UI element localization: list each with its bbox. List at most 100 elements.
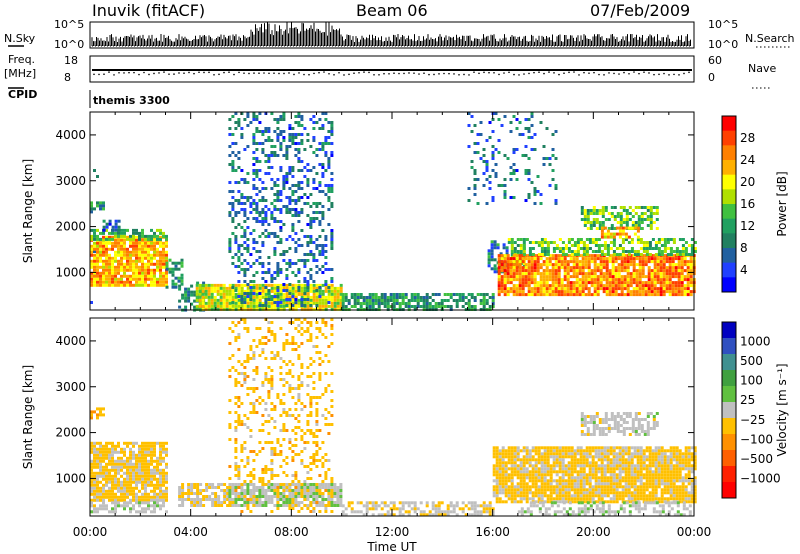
colorbar-tick-label: 1000 bbox=[740, 335, 771, 349]
y-tick-label: 2000 bbox=[55, 426, 86, 440]
date-title: 07/Feb/2009 bbox=[590, 1, 690, 20]
colorbar-tick-label: −500 bbox=[740, 452, 773, 466]
time-tick-label: 00:00 bbox=[677, 525, 712, 539]
nave-dot bbox=[278, 72, 280, 75]
nave-dot bbox=[288, 72, 290, 74]
colorbar-swatch bbox=[722, 130, 736, 146]
station-title: Inuvik (fitACF) bbox=[92, 1, 205, 20]
y-axis-label: Slant Range [km] bbox=[21, 365, 35, 469]
data-region bbox=[90, 441, 168, 502]
nave-dot bbox=[263, 72, 265, 74]
freq-panel bbox=[89, 55, 695, 83]
time-tick-label: 00:00 bbox=[73, 525, 108, 539]
nave-dot bbox=[553, 72, 555, 74]
nave-dot bbox=[398, 72, 400, 75]
data-region bbox=[228, 112, 334, 307]
freq-label: Freq. bbox=[8, 53, 35, 66]
power-panel: 1000 2000 3000 4000 Slant Range [km] bbox=[21, 111, 697, 312]
data-region bbox=[90, 228, 168, 241]
nave-dot bbox=[468, 74, 470, 76]
nave-dot bbox=[323, 71, 325, 73]
colorbar-swatch bbox=[722, 450, 736, 467]
colorbar-swatch bbox=[722, 338, 736, 355]
beam-title: Beam 06 bbox=[356, 1, 428, 20]
nave-dot bbox=[618, 73, 620, 75]
nave-dot bbox=[508, 71, 510, 74]
nave-dot bbox=[443, 72, 445, 75]
nave-dot bbox=[648, 72, 650, 74]
colorbar-tick-label: 28 bbox=[740, 131, 755, 145]
nave-dot bbox=[193, 72, 195, 75]
nave-dot bbox=[483, 71, 485, 74]
nave-dot bbox=[188, 71, 190, 74]
nave-dot bbox=[128, 71, 130, 74]
nave-dot bbox=[368, 71, 370, 74]
colorbar-swatch bbox=[722, 204, 736, 220]
power-colorbar: 28 24 20 16 12 8 4 Power [dB] bbox=[721, 115, 789, 293]
nave-dot bbox=[138, 73, 140, 76]
nsky-panel bbox=[89, 21, 695, 49]
nave-dot bbox=[98, 73, 100, 76]
data-region bbox=[102, 219, 121, 232]
colorbar-label: Power [dB] bbox=[775, 171, 789, 236]
cpid-label: CPID bbox=[8, 88, 37, 101]
nave-dot bbox=[433, 73, 435, 76]
colorbar-swatch bbox=[722, 145, 736, 161]
nave-dot bbox=[183, 72, 185, 74]
nave-dot bbox=[348, 73, 350, 76]
nave-dot bbox=[603, 74, 605, 76]
nave-dot bbox=[608, 72, 610, 74]
nave-dot bbox=[673, 73, 675, 76]
nave-dot bbox=[218, 73, 220, 76]
nave-dot bbox=[538, 71, 540, 74]
y-tick-label: 2000 bbox=[55, 220, 86, 234]
data-region bbox=[580, 206, 659, 230]
nave-dot bbox=[208, 71, 210, 74]
nave-dot bbox=[653, 73, 655, 76]
nave-dot bbox=[408, 72, 410, 74]
data-region bbox=[487, 240, 509, 274]
nave-dot bbox=[343, 74, 345, 76]
nave-dot bbox=[498, 73, 500, 76]
colorbar-frame bbox=[721, 115, 737, 293]
nave-dot bbox=[383, 72, 385, 75]
colorbar-frame bbox=[721, 321, 737, 499]
colorbar-tick-label: 100 bbox=[740, 374, 763, 388]
data-region bbox=[90, 201, 105, 214]
nave-dot bbox=[523, 73, 525, 75]
nsearch-label: N.Search bbox=[745, 32, 795, 45]
colorbar-swatch bbox=[722, 233, 736, 249]
nave-dot bbox=[173, 73, 175, 75]
nave-dot bbox=[668, 74, 670, 76]
colorbar-swatch bbox=[722, 322, 736, 339]
y-tick-label: 4000 bbox=[55, 128, 86, 142]
y-tick-label: 1000 bbox=[55, 265, 86, 279]
nave-dot bbox=[623, 71, 625, 74]
nave-dot bbox=[663, 72, 665, 75]
nave-dot bbox=[238, 71, 240, 74]
nave-dot bbox=[478, 72, 480, 75]
data-region bbox=[580, 412, 659, 436]
colorbar-tick-label: 24 bbox=[740, 153, 755, 167]
colorbar-swatch bbox=[722, 160, 736, 176]
nave-tick-low: 0 bbox=[708, 71, 715, 84]
nave-dot bbox=[228, 71, 230, 74]
cpid-text: themis 3300 bbox=[93, 94, 170, 107]
nave-dot bbox=[578, 74, 580, 76]
colorbar-tick-label: 500 bbox=[740, 354, 763, 368]
colorbar-tick-label: 16 bbox=[740, 197, 755, 211]
nave-dot bbox=[293, 73, 295, 76]
colorbar-swatch bbox=[722, 277, 736, 293]
nave-dot bbox=[423, 72, 425, 75]
nave-dot bbox=[588, 72, 590, 74]
nave-dot bbox=[378, 73, 380, 76]
colorbar-swatch bbox=[722, 466, 736, 483]
data-region bbox=[600, 226, 640, 239]
nave-dot bbox=[533, 71, 535, 74]
nave-dot bbox=[168, 73, 170, 75]
nave-dot bbox=[513, 73, 515, 76]
nave-dot bbox=[158, 72, 160, 74]
colorbar-swatch bbox=[722, 370, 736, 387]
colorbar-tick-label: 4 bbox=[740, 263, 748, 277]
nave-dot bbox=[328, 72, 330, 75]
